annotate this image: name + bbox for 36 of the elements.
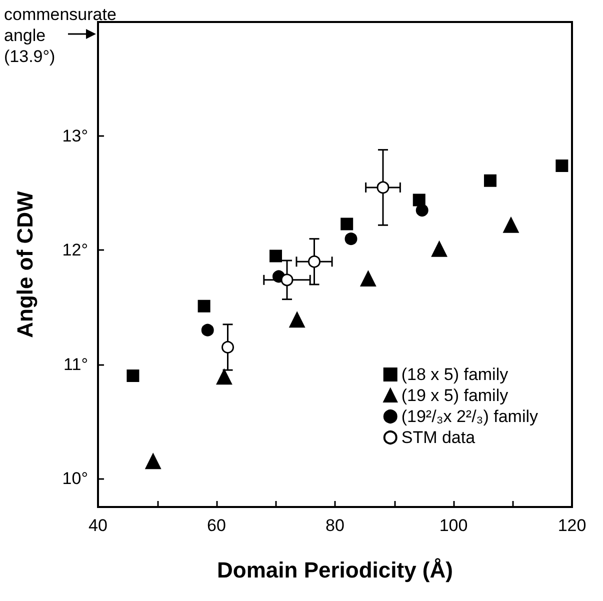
point bbox=[201, 324, 214, 336]
point bbox=[280, 274, 294, 286]
x-tick-label: 100 bbox=[439, 516, 468, 535]
point bbox=[216, 369, 232, 385]
point bbox=[289, 312, 305, 328]
point bbox=[484, 174, 496, 187]
y-tick-label: 13° bbox=[62, 126, 88, 146]
y-tick-label: 12° bbox=[62, 240, 88, 260]
point bbox=[376, 181, 390, 194]
annotation: commensurate angle (13.9°) bbox=[4, 5, 116, 66]
point bbox=[340, 218, 354, 230]
legend-label: (19 x 5) family bbox=[401, 386, 509, 405]
point bbox=[222, 340, 234, 354]
point bbox=[145, 454, 161, 470]
point bbox=[556, 160, 568, 172]
point bbox=[344, 232, 358, 246]
point bbox=[270, 250, 282, 262]
point bbox=[432, 241, 448, 257]
point bbox=[503, 217, 519, 233]
x-tick-label: 60 bbox=[207, 516, 226, 535]
point bbox=[308, 255, 321, 268]
point bbox=[360, 271, 376, 287]
legend-label: STM data bbox=[401, 428, 476, 447]
y-axis-title: Angle of CDW bbox=[12, 190, 38, 338]
point bbox=[126, 370, 140, 382]
y-tick-label: 11° bbox=[64, 354, 88, 374]
x-tick-label: 120 bbox=[558, 516, 586, 535]
x-tick-label: 40 bbox=[88, 516, 108, 535]
x-axis-title: Domain Periodicity (Å) bbox=[217, 558, 453, 582]
y-tick-label: 10° bbox=[62, 468, 88, 488]
legend-label: (18 x 5) family bbox=[401, 365, 509, 384]
point bbox=[198, 300, 210, 312]
point bbox=[412, 194, 426, 206]
point bbox=[416, 204, 428, 217]
x-tick-label: 80 bbox=[326, 516, 344, 535]
legend-label: (19²/₃x 2²/₃) family bbox=[401, 407, 538, 426]
